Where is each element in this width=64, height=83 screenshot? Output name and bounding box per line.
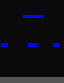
Bar [53, 43, 60, 47]
Bar [1, 43, 8, 47]
Bar [28, 43, 38, 47]
Bar [23, 15, 44, 18]
Bar [0, 77, 64, 83]
